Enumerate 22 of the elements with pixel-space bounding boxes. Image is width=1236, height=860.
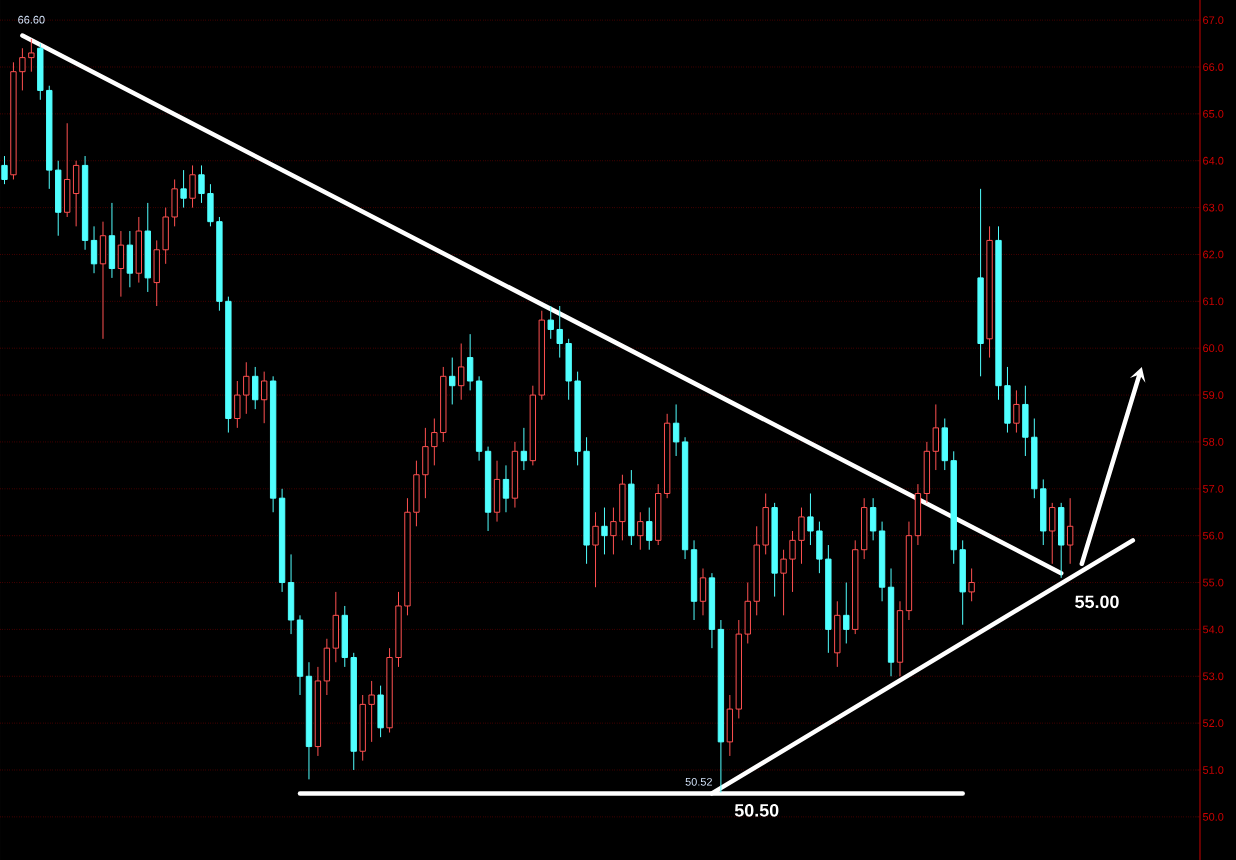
annotation: 55.00 [1075,595,1119,609]
annotation: 50.52 [685,777,712,786]
y-tick-label: 61.0 [1203,297,1224,306]
y-tick-label: 65.0 [1203,110,1224,118]
y-tick-label: 51.0 [1202,766,1224,774]
y-tick-label: 67.0 [1203,16,1224,25]
y-tick-label: 54.0 [1202,625,1224,634]
y-tick-label: 64.0 [1203,156,1224,165]
y-tick-label: 56.0 [1202,531,1224,540]
y-tick-label: 50.0 [1202,813,1224,821]
y-tick-label: 60.0 [1203,344,1224,353]
annotation: 50.50 [734,804,779,817]
y-tick-label: 59.0 [1202,391,1224,399]
y-tick-label: 58.0 [1202,438,1224,446]
annotation: 66.60 [18,15,45,24]
y-tick-label: 66.0 [1203,63,1224,71]
y-tick-label: 53.0 [1202,672,1224,681]
y-tick-label: 63.0 [1203,203,1224,212]
y-tick-label: 55.0 [1202,578,1224,587]
y-tick-label: 62.0 [1203,250,1224,259]
y-tick-label: 57.0 [1202,484,1224,493]
y-tick-label: 52.0 [1202,719,1224,728]
